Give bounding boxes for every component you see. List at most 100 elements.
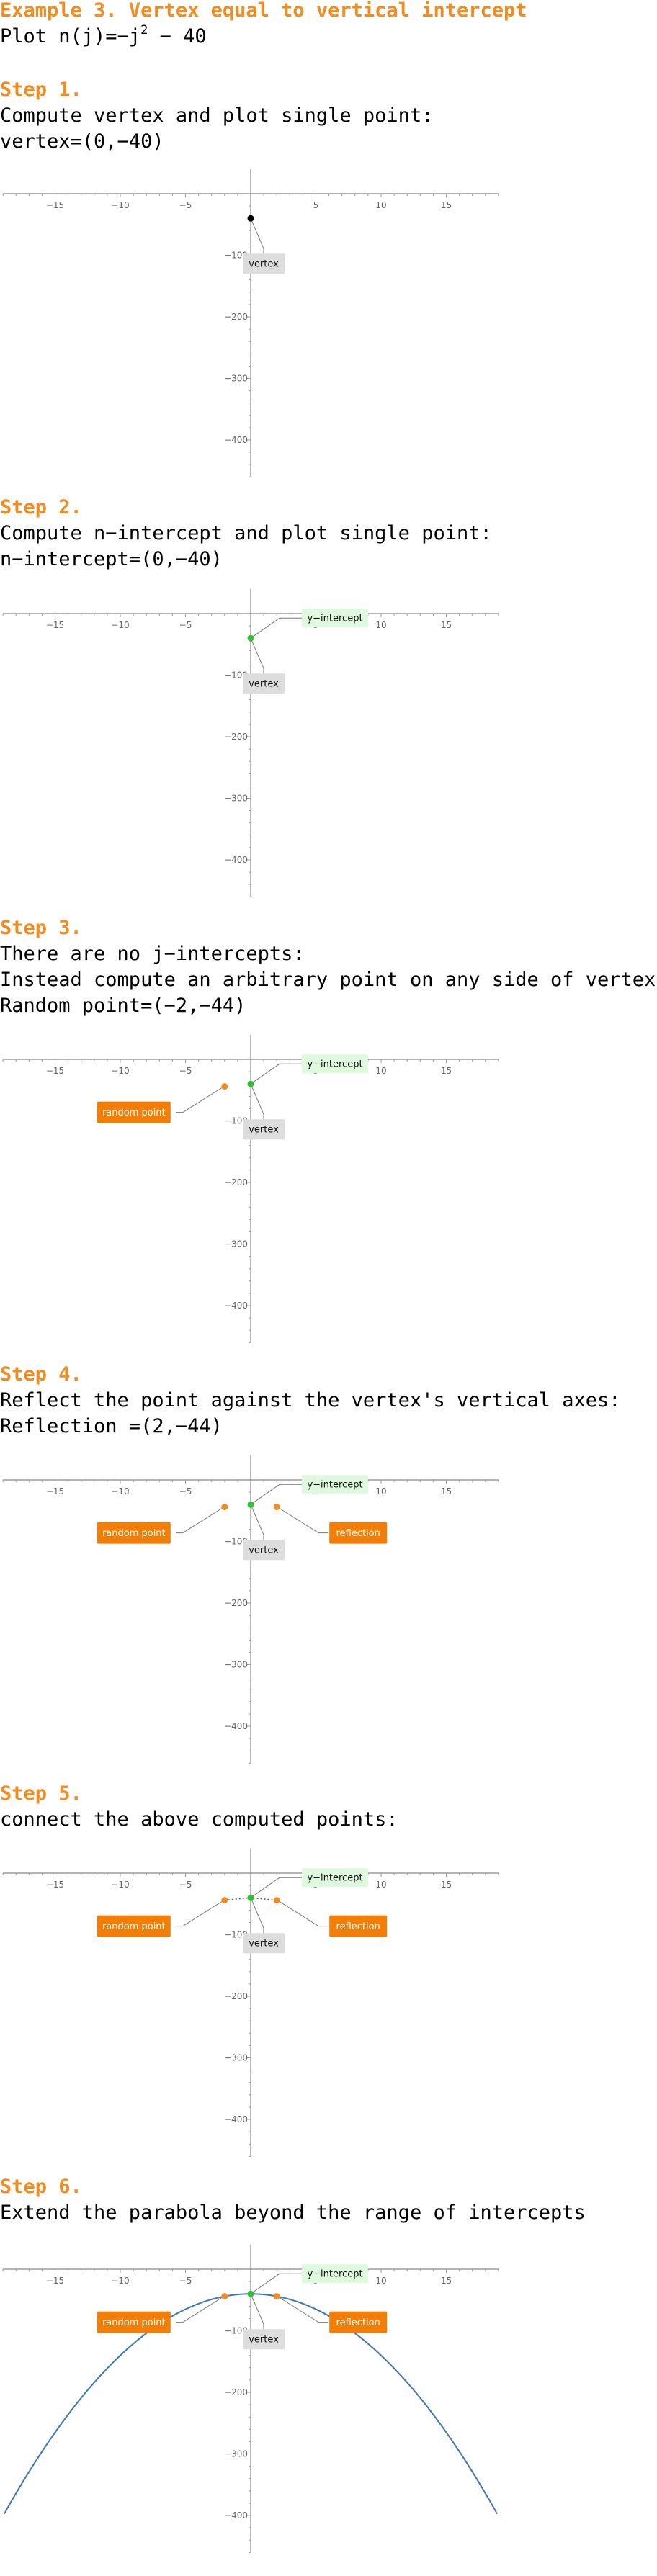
random-point-label: random point xyxy=(102,1921,166,1932)
y-tick-label: −100 xyxy=(224,2326,248,2336)
intro-prefix: Plot n(j)=−j xyxy=(0,25,141,48)
reflection-label-box xyxy=(329,1915,388,1937)
vertex-label: vertex xyxy=(249,1545,279,1556)
y-intercept-leader xyxy=(250,617,308,639)
random-point-point xyxy=(221,1504,228,1511)
random-point-point xyxy=(221,2293,228,2300)
y-tick-label: −300 xyxy=(224,794,248,804)
x-tick-label: 10 xyxy=(375,1880,386,1890)
y-tick-label: −300 xyxy=(224,2053,248,2063)
vertex-label: vertex xyxy=(249,679,279,690)
step-2-line-1: Compute n−intercept and plot single poin… xyxy=(0,522,492,544)
y-intercept-label-box xyxy=(302,2264,368,2284)
step-1-line-1: Compute vertex and plot single point: xyxy=(0,104,434,127)
step-1-line-2: vertex=(0,−40) xyxy=(0,130,164,153)
step-5-title: Step 5. xyxy=(0,1782,82,1805)
y-intercept-leader xyxy=(250,2273,308,2294)
y-tick-label: −200 xyxy=(224,1598,248,1608)
y-intercept-point xyxy=(247,1894,254,1901)
y-tick-label: −400 xyxy=(224,1721,248,1731)
y-intercept-label-box xyxy=(302,1054,368,1074)
vertex-label-box xyxy=(243,1119,285,1140)
random-point-label-box xyxy=(97,1915,171,1937)
x-tick-label: −10 xyxy=(111,2276,129,2286)
reflection-point xyxy=(273,1504,280,1511)
y-tick-label: −100 xyxy=(224,251,248,261)
y-tick-label: −200 xyxy=(224,2387,248,2397)
x-tick-label: 5 xyxy=(313,200,319,210)
vertex-label-box xyxy=(243,1540,285,1561)
y-intercept-label-box xyxy=(302,609,368,628)
x-tick-label: −15 xyxy=(46,200,64,210)
y-tick-label: −300 xyxy=(224,2449,248,2459)
x-tick-label: −15 xyxy=(46,1880,64,1890)
reflection-leader xyxy=(279,1901,329,1927)
x-tick-label: 15 xyxy=(441,2276,452,2286)
vertex-leader xyxy=(250,218,264,255)
random-point-label-box xyxy=(97,1101,171,1123)
x-tick-label: −5 xyxy=(179,2276,192,2286)
x-tick-label: −15 xyxy=(46,620,64,630)
random-point-leader xyxy=(175,1901,223,1927)
vertex-label-box xyxy=(243,1933,285,1954)
intro-text: Plot n(j)=−j2 − 40 xyxy=(0,24,207,49)
y-tick-label: −200 xyxy=(224,1177,248,1188)
step-6-title: Step 6. xyxy=(0,2176,82,2198)
x-tick-label: −5 xyxy=(179,1066,192,1076)
reflection-label: reflection xyxy=(336,1921,380,1932)
y-tick-label: −300 xyxy=(224,1239,248,1249)
y-intercept-label: y−intercept xyxy=(307,1873,362,1884)
step-4-title: Step 4. xyxy=(0,1363,82,1386)
step-3-plot: −15−10−551015−100−200−300−400y−intercept… xyxy=(2,1034,499,1343)
x-tick-label: −10 xyxy=(111,200,129,210)
step-3-line-3: Random point=(−2,−44) xyxy=(0,995,246,1017)
y-tick-label: −400 xyxy=(224,855,248,865)
y-intercept-label-box xyxy=(302,1475,368,1494)
step-5-line-1: connect the above computed points: xyxy=(0,1808,398,1831)
x-tick-label: 15 xyxy=(441,1066,452,1076)
y-tick-label: −400 xyxy=(224,2114,248,2124)
x-tick-label: −10 xyxy=(111,1066,129,1076)
x-tick-label: −5 xyxy=(179,1880,192,1890)
step-4-plot: −15−10−551015−100−200−300−400y−intercept… xyxy=(2,1455,499,1764)
step-4-line-2: Reflection =(2,−44) xyxy=(0,1415,223,1437)
x-tick-label: 10 xyxy=(375,2276,386,2286)
y-intercept-leader xyxy=(250,1063,308,1085)
intro-exponent: 2 xyxy=(140,23,148,37)
x-tick-label: 15 xyxy=(441,1486,452,1496)
random-point-leader xyxy=(175,1087,223,1113)
y-tick-label: −200 xyxy=(224,732,248,742)
vertex-label-box xyxy=(243,2329,285,2350)
vertex-label: vertex xyxy=(249,1125,279,1136)
vertex-label-box xyxy=(243,253,285,274)
step-2-line-2: n−intercept=(0,−40) xyxy=(0,548,223,570)
random-point-point xyxy=(221,1897,228,1904)
y-intercept-label: y−intercept xyxy=(307,614,362,624)
y-tick-label: −100 xyxy=(224,1537,248,1547)
random-point-label-box xyxy=(97,1522,171,1544)
y-tick-label: −300 xyxy=(224,1660,248,1670)
random-point-label: random point xyxy=(102,2317,166,2328)
step-4-line-1: Reflect the point against the vertex's v… xyxy=(0,1389,621,1412)
vertex-leader xyxy=(250,638,264,675)
y-tick-label: −100 xyxy=(224,670,248,681)
y-tick-label: −400 xyxy=(224,2510,248,2521)
vertex-label: vertex xyxy=(249,259,279,270)
reflection-label: reflection xyxy=(336,1528,380,1539)
step-5-plot: −15−10−551015−100−200−300−400y−intercept… xyxy=(2,1848,499,2157)
x-tick-label: 10 xyxy=(375,1066,386,1076)
reflection-label-box xyxy=(329,1522,388,1544)
random-point-leader xyxy=(175,1508,223,1534)
y-intercept-label: y−intercept xyxy=(307,2269,362,2280)
vertex-leader xyxy=(250,1898,264,1934)
y-tick-label: −400 xyxy=(224,435,248,445)
x-tick-label: 10 xyxy=(375,620,386,630)
x-tick-label: −10 xyxy=(111,1486,129,1496)
y-intercept-label-box xyxy=(302,1868,368,1888)
random-point-label: random point xyxy=(102,1108,166,1118)
reflection-point xyxy=(273,2293,280,2300)
y-intercept-label: y−intercept xyxy=(307,1480,362,1491)
y-intercept-point xyxy=(247,1080,254,1087)
step-6-plot: −15−10−551015−100−200−300−400y−intercept… xyxy=(2,2244,499,2553)
vertex-label-box xyxy=(243,673,285,694)
